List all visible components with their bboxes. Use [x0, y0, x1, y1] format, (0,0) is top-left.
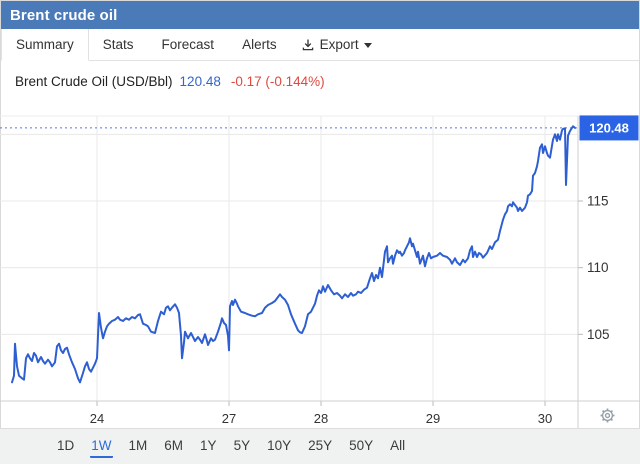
y-axis-label: 105	[587, 327, 610, 342]
price-chart[interactable]: 105 110 115 24 27 28 29 30 120.48	[0, 101, 640, 428]
range-1d[interactable]: 1D	[57, 437, 75, 453]
title-bar: Brent crude oil	[1, 1, 639, 29]
y-axis-label: 110	[587, 260, 609, 275]
range-6m[interactable]: 6M	[164, 437, 184, 453]
download-icon	[302, 39, 313, 50]
current-price-label-box	[579, 115, 639, 141]
tab-stats[interactable]: Stats	[102, 37, 134, 52]
chart-canvas[interactable]: 105 110 115 24 27 28 29 30 120.48	[0, 101, 640, 428]
tab-forecast[interactable]: Forecast	[161, 37, 215, 52]
tab-alerts[interactable]: Alerts	[242, 37, 277, 52]
range-5y[interactable]: 5Y	[233, 437, 251, 453]
x-axis-label: 29	[426, 411, 440, 426]
instrument-name: Brent Crude Oil (USD/Bbl)	[15, 73, 173, 89]
x-axis-label: 30	[538, 411, 552, 426]
tab-summary[interactable]: Summary	[1, 29, 89, 61]
range-bar: 1D 1W 1M 6M 1Y 5Y 10Y 25Y 50Y All	[0, 428, 640, 464]
price-change: -0.17 (-0.144%)	[230, 73, 325, 89]
range-all[interactable]: All	[390, 437, 406, 453]
current-price-label: 120.48	[589, 120, 629, 135]
x-axis-label: 24	[90, 411, 104, 426]
range-buttons: 1D 1W 1M 6M 1Y 5Y 10Y 25Y 50Y All	[56, 436, 406, 458]
y-axis-label: 115	[587, 194, 609, 209]
last-price: 120.48	[179, 73, 221, 89]
x-axis-label: 28	[314, 411, 328, 426]
range-1m[interactable]: 1M	[128, 437, 148, 453]
page-title: Brent crude oil	[10, 6, 118, 24]
quote-row: Brent Crude Oil (USD/Bbl) 120.48 -0.17 (…	[1, 61, 639, 101]
tabs: Summary Stats Forecast Alerts	[1, 29, 291, 61]
range-10y[interactable]: 10Y	[267, 437, 292, 453]
export-label: Export	[319, 37, 359, 52]
range-50y[interactable]: 50Y	[349, 437, 374, 453]
chevron-down-icon	[363, 42, 372, 48]
range-1w[interactable]: 1W	[90, 436, 113, 458]
price-series-line	[11, 125, 576, 384]
gear-icon[interactable]	[600, 408, 615, 423]
tab-bar: Summary Stats Forecast Alerts Export	[1, 29, 639, 61]
range-25y[interactable]: 25Y	[308, 437, 333, 453]
export-button[interactable]: Export	[291, 29, 382, 60]
range-1y[interactable]: 1Y	[200, 437, 217, 453]
x-axis-label: 27	[222, 411, 236, 426]
